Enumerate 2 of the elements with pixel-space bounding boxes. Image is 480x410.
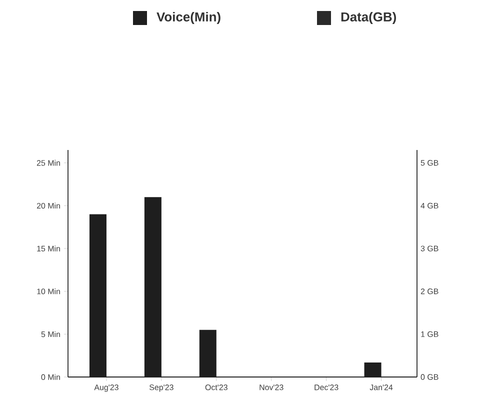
legend-label: Data(GB) <box>341 12 396 24</box>
legend-label: Voice(Min) <box>156 12 220 24</box>
